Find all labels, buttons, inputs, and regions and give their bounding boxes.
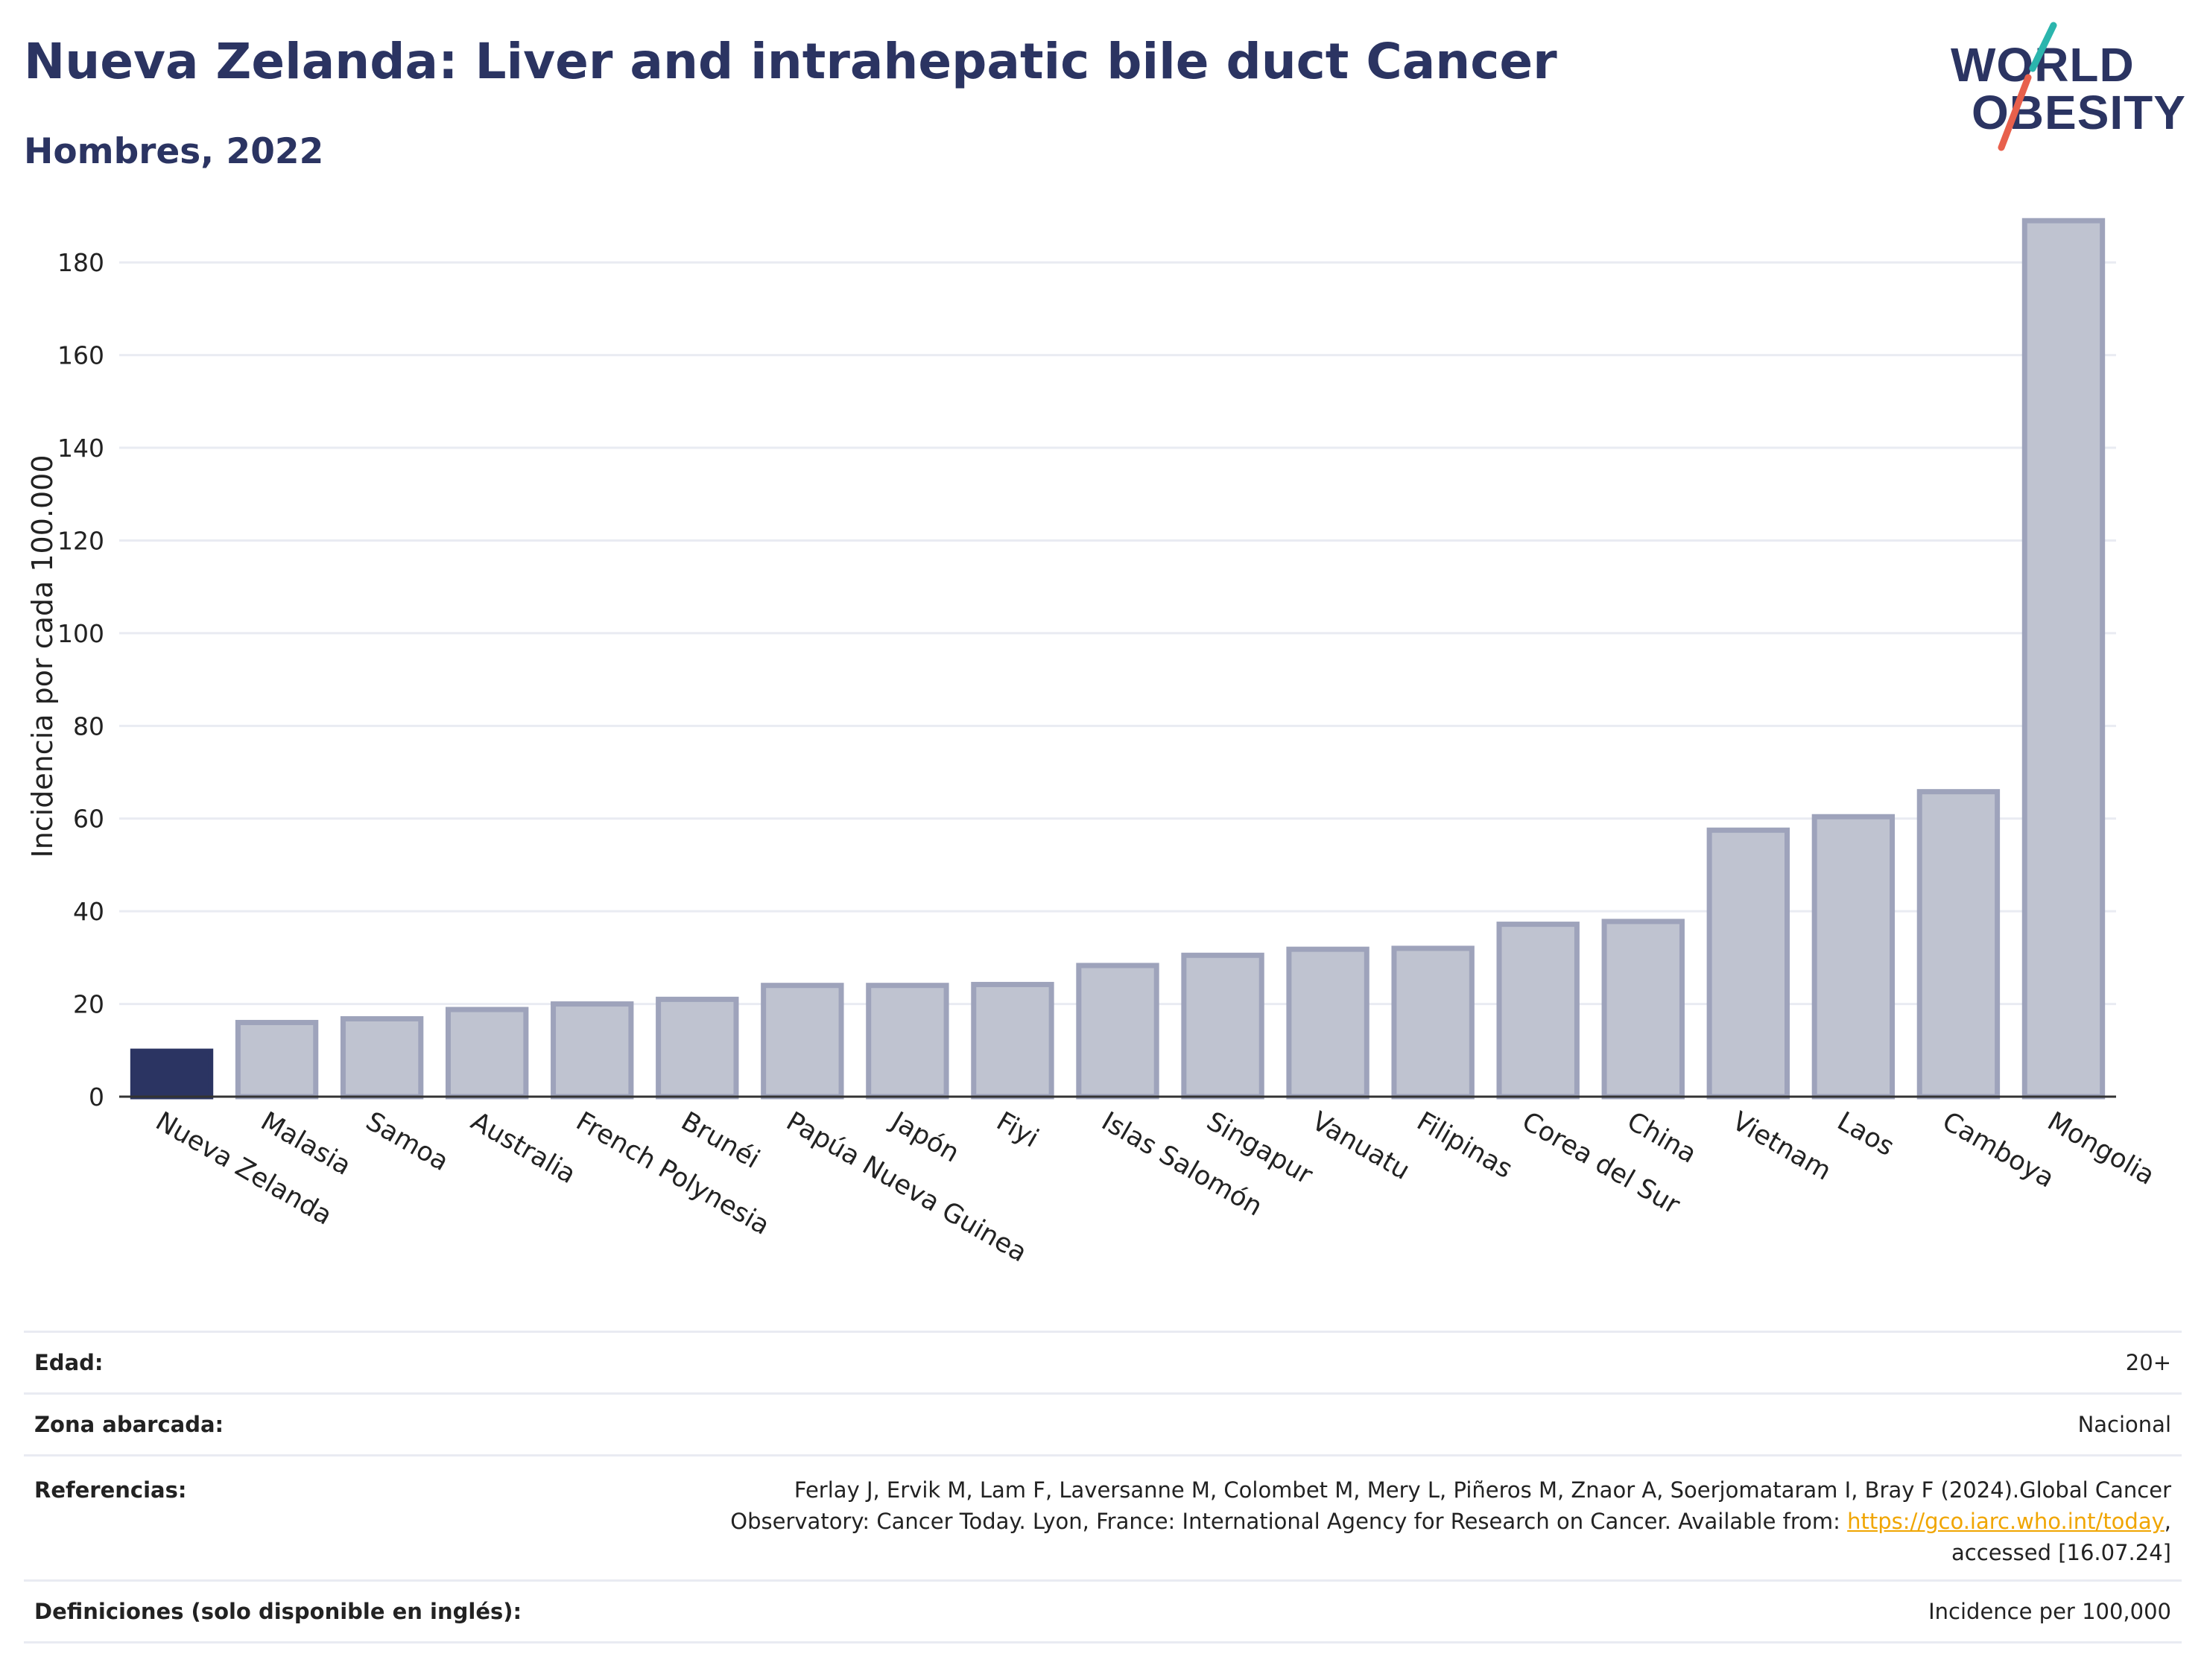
x-tick-label: Vietnam xyxy=(1727,1106,1836,1187)
references-link[interactable]: https://gco.iarc.who.int/today xyxy=(1847,1509,2165,1534)
y-tick-label: 160 xyxy=(57,341,104,370)
x-tick-label: Camboya xyxy=(1937,1106,2059,1194)
y-tick-label: 120 xyxy=(57,526,104,555)
info-table: Edad: 20+ Zona abarcada: Nacional Refere… xyxy=(24,1331,2182,1643)
x-tick-label: Mongolia xyxy=(2042,1106,2159,1191)
bar-jap-n xyxy=(866,983,949,1100)
references-line2-end: , xyxy=(2164,1509,2171,1534)
bar-laos xyxy=(1811,814,1896,1100)
references-value: Ferlay J, Ervik M, Lam F, Laversanne M, … xyxy=(730,1474,2182,1568)
bar-samoa xyxy=(340,1015,424,1100)
y-tick-label: 80 xyxy=(73,711,104,741)
definitions-label: Definiciones (solo disponible en inglés)… xyxy=(34,1599,522,1624)
bar-china xyxy=(1601,919,1685,1100)
world-obesity-logo: WORLD OBESITY xyxy=(1945,21,2191,155)
area-value: Nacional xyxy=(2077,1412,2171,1437)
area-label: Zona abarcada: xyxy=(34,1412,224,1437)
info-row-area: Zona abarcada: Nacional xyxy=(24,1392,2182,1454)
info-row-references: Referencias: Ferlay J, Ervik M, Lam F, L… xyxy=(24,1454,2182,1579)
x-tick-label: Filipinas xyxy=(1412,1106,1518,1185)
references-line2: Observatory: Cancer Today. Lyon, France:… xyxy=(730,1509,1848,1534)
bar-singapur xyxy=(1181,952,1264,1100)
age-label: Edad: xyxy=(34,1350,104,1375)
y-tick-label: 140 xyxy=(57,434,104,463)
bar-pap-a-nueva-guinea xyxy=(761,983,844,1100)
y-axis-label: Incidencia por cada 100.000 xyxy=(26,454,59,858)
bar-filipinas xyxy=(1391,945,1475,1100)
bar-nueva-zelanda xyxy=(130,1048,214,1100)
info-row-definitions: Definiciones (solo disponible en inglés)… xyxy=(24,1579,2182,1643)
bar-chart: 0 20 40 60 80 100 120 140 160 180 Incidencia por … xyxy=(26,218,2159,1268)
y-axis-ticks: 0 20 40 60 80 100 120 140 160 180 xyxy=(57,248,104,1112)
y-tick-label: 100 xyxy=(57,619,104,648)
y-tick-label: 180 xyxy=(57,248,104,277)
chart-grid xyxy=(119,261,2116,1098)
x-tick-label: Brunéi xyxy=(676,1106,764,1175)
references-line1: Ferlay J, Ervik M, Lam F, Laversanne M, … xyxy=(794,1477,2171,1503)
bar-corea-del-sur xyxy=(1496,922,1580,1100)
bar-french-polynesia xyxy=(551,1001,634,1100)
x-tick-label: Fiyi xyxy=(991,1106,1043,1154)
x-tick-label: Australia xyxy=(466,1106,580,1190)
bar-camboya xyxy=(1916,789,2001,1100)
age-value: 20+ xyxy=(2125,1350,2171,1375)
bar-islas-salom-n xyxy=(1076,963,1159,1100)
x-tick-label: Nueva Zelanda xyxy=(151,1106,337,1232)
definitions-value: Incidence per 100,000 xyxy=(1928,1599,2171,1624)
x-tick-label: French Polynesia xyxy=(571,1106,774,1241)
bar-mongolia xyxy=(2021,218,2106,1100)
references-line3: accessed [16.07.24] xyxy=(1951,1540,2171,1565)
y-tick-label: 40 xyxy=(73,897,104,926)
y-tick-label: 0 xyxy=(89,1083,104,1112)
bar-malasia xyxy=(235,1019,319,1100)
bar-australia xyxy=(445,1007,529,1100)
bar-vanuatu xyxy=(1286,946,1369,1100)
bars xyxy=(130,218,2106,1100)
bar-fiyi xyxy=(971,981,1054,1100)
page-title: Nueva Zelanda: Liver and intrahepatic bi… xyxy=(24,33,1557,90)
logo-slash-icon xyxy=(1998,22,2057,151)
x-tick-label: Laos xyxy=(1832,1106,1899,1162)
y-tick-label: 60 xyxy=(73,805,104,834)
references-label: Referencias: xyxy=(34,1477,187,1503)
info-row-age: Edad: 20+ xyxy=(24,1331,2182,1392)
x-tick-label: Japón xyxy=(885,1106,964,1168)
y-tick-label: 20 xyxy=(73,990,104,1019)
bar-vietnam xyxy=(1706,827,1790,1100)
x-tick-label: China xyxy=(1622,1106,1702,1170)
x-tick-label: Vanuatu xyxy=(1307,1106,1415,1186)
x-tick-label: Samoa xyxy=(361,1106,453,1177)
page-subtitle: Hombres, 2022 xyxy=(24,131,324,172)
bar-brun-i xyxy=(656,996,739,1100)
